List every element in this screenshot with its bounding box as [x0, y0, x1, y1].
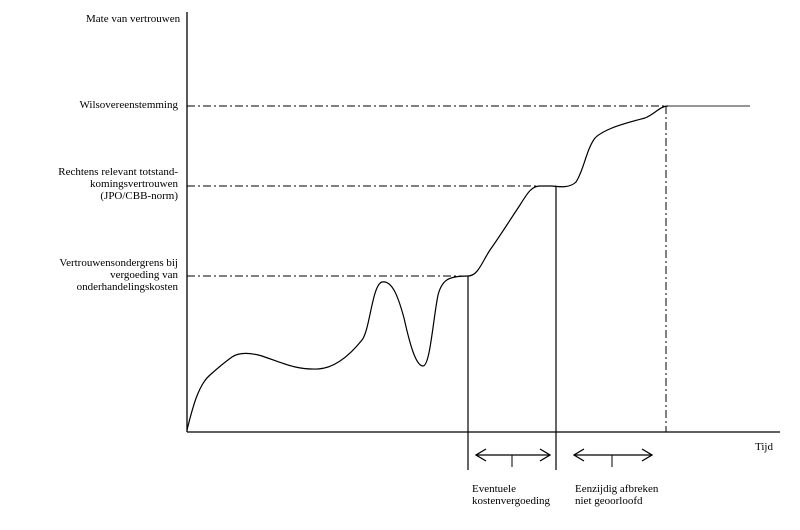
double-arrow-afbreken — [572, 448, 654, 467]
double-arrow-kostenvergoeding — [474, 448, 552, 467]
phase-label-kostenvergoeding: Eventuele kostenvergoeding — [472, 483, 551, 507]
level-label-ondergrens: Vertrouwensondergrens bij vergoeding van… — [59, 257, 178, 293]
phase-label-afbreken: Eenzijdig afbreken niet geoorloofd — [575, 483, 659, 507]
level-label-wilsovereenstemming: Wilsovereenstemming — [79, 99, 178, 111]
y-axis-title: Mate van vertrouwen — [86, 13, 181, 25]
trust-curve — [186, 105, 750, 431]
level-label-totstandkoming: Rechtens relevant totstand- komingsvertr… — [58, 166, 178, 202]
x-axis-title: Tijd — [755, 441, 773, 453]
